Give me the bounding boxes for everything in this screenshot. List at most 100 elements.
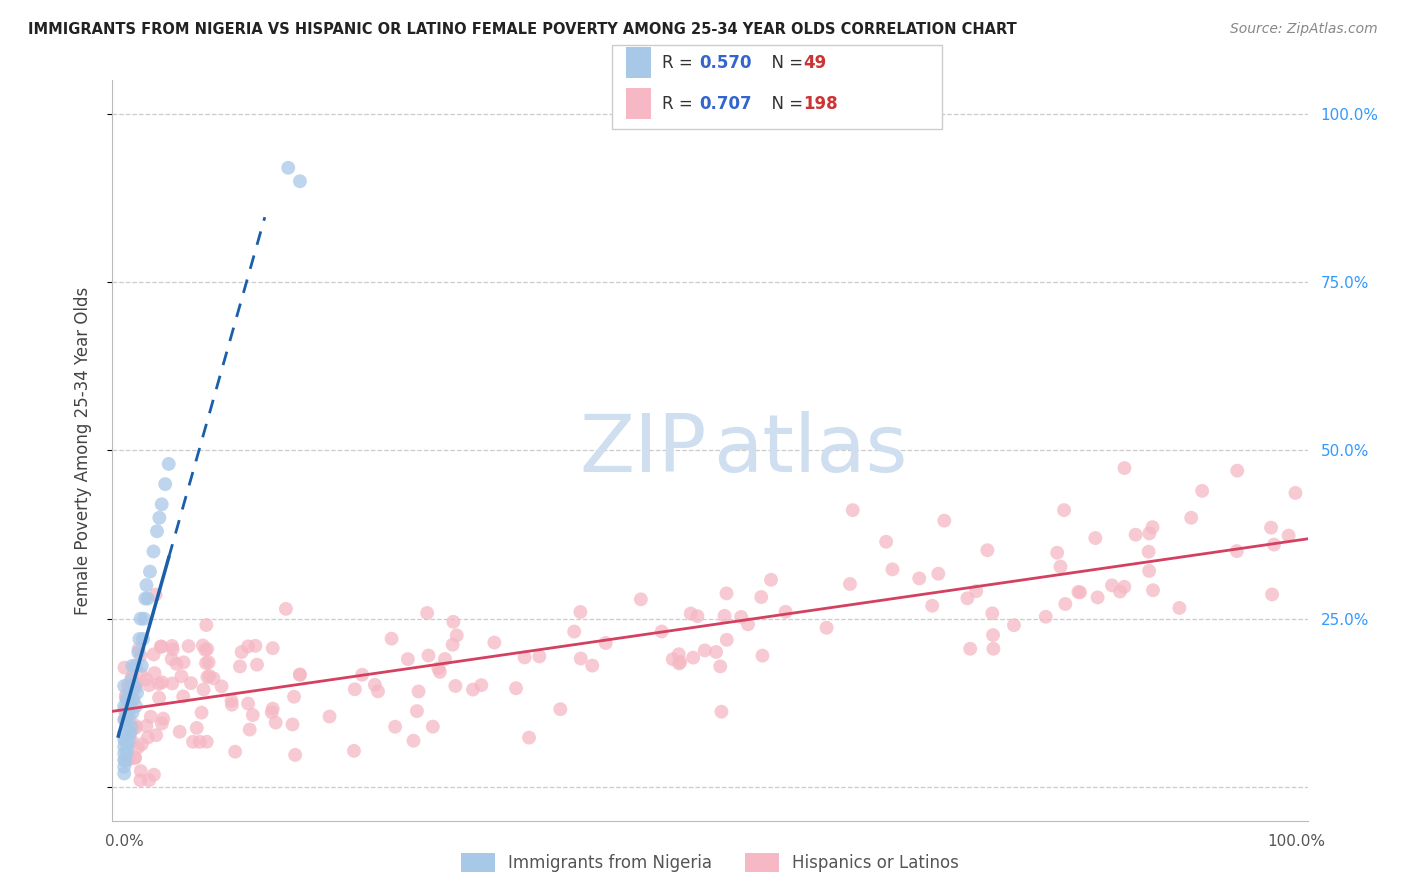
Point (1125, 527, 1147, 541)
Point (1137, 526, 1160, 541)
Point (1137, 564, 1160, 578)
Point (112, 753, 135, 767)
Point (668, 647, 690, 661)
Point (150, 497, 173, 511)
Point (194, 643, 217, 657)
Point (981, 607, 1004, 621)
Point (444, 679, 467, 693)
Point (274, 602, 297, 616)
Point (146, 524, 169, 539)
Point (402, 733, 425, 747)
Point (1284, 486, 1306, 500)
Y-axis label: Female Poverty Among 25-34 Year Olds: Female Poverty Among 25-34 Year Olds (73, 286, 91, 615)
Point (513, 650, 536, 665)
Point (236, 697, 259, 711)
Point (759, 573, 782, 587)
Point (343, 682, 366, 697)
Point (288, 667, 311, 681)
Point (1142, 583, 1164, 598)
Point (1191, 483, 1213, 498)
Point (264, 715, 287, 730)
Text: N =: N = (761, 54, 808, 72)
Point (704, 645, 727, 659)
Point (148, 690, 170, 705)
Point (115, 687, 138, 701)
Point (1114, 580, 1136, 594)
Point (686, 609, 709, 624)
Point (246, 657, 269, 672)
Point (406, 704, 429, 718)
Point (751, 648, 773, 663)
Point (815, 621, 838, 635)
Point (429, 665, 451, 679)
Point (921, 599, 943, 613)
Point (1114, 461, 1136, 475)
Point (129, 667, 152, 681)
Point (120, 686, 141, 700)
Point (124, 718, 146, 732)
Point (149, 640, 172, 654)
Point (112, 726, 135, 740)
Point (117, 753, 139, 767)
Point (112, 747, 135, 761)
Point (245, 639, 267, 653)
Point (195, 618, 218, 632)
Point (408, 684, 430, 698)
Point (124, 751, 146, 765)
Point (198, 669, 221, 683)
Point (134, 591, 156, 606)
Point (114, 753, 136, 767)
Point (1226, 464, 1249, 478)
Point (981, 628, 1004, 642)
Point (145, 588, 167, 602)
Point (529, 649, 551, 664)
Text: Source: ZipAtlas.com: Source: ZipAtlas.com (1230, 22, 1378, 37)
Point (1263, 538, 1285, 552)
Point (136, 731, 159, 745)
Point (749, 590, 772, 604)
Point (380, 632, 402, 646)
Point (115, 692, 138, 706)
Point (229, 659, 252, 673)
Point (202, 672, 225, 686)
Point (730, 610, 752, 624)
Point (1084, 531, 1107, 545)
Point (1261, 587, 1284, 601)
Point (181, 735, 204, 749)
Point (1054, 597, 1077, 611)
Point (142, 768, 165, 782)
Point (143, 666, 166, 681)
Point (716, 586, 738, 600)
Point (367, 684, 389, 698)
Point (550, 702, 572, 716)
Point (114, 732, 136, 747)
Point (277, 161, 299, 175)
Text: atlas: atlas (714, 411, 908, 490)
Point (195, 642, 218, 657)
Point (125, 721, 148, 735)
Point (157, 457, 180, 471)
Point (112, 713, 135, 727)
Point (630, 592, 652, 607)
Point (188, 735, 211, 749)
Point (132, 632, 155, 646)
Point (710, 705, 733, 719)
Point (120, 719, 142, 733)
Point (669, 655, 692, 669)
Point (713, 608, 735, 623)
Point (128, 642, 150, 657)
Point (318, 709, 340, 723)
Point (595, 636, 617, 650)
Point (441, 615, 464, 629)
Point (180, 676, 202, 690)
Point (114, 703, 136, 717)
Point (150, 716, 173, 731)
Point (177, 639, 200, 653)
Point (118, 680, 141, 694)
Point (162, 676, 184, 690)
Point (882, 562, 904, 576)
Point (352, 667, 374, 681)
Point (125, 676, 148, 690)
Point (195, 656, 218, 670)
Point (231, 645, 253, 659)
